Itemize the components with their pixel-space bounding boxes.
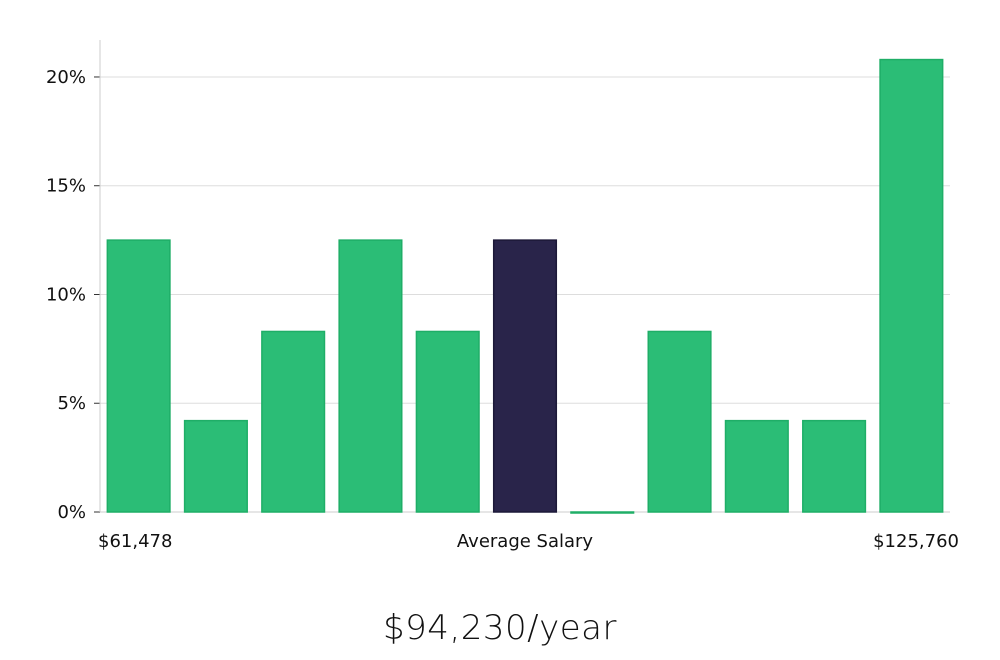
bar <box>415 330 480 513</box>
y-axis-ticks: 0% 5% 10% 15% 20% <box>46 67 100 523</box>
bar <box>724 419 789 513</box>
bar <box>802 419 867 513</box>
y-tick-label: 15% <box>46 176 86 197</box>
y-tick-label: 5% <box>57 393 86 414</box>
y-tick-label: 0% <box>57 502 86 523</box>
bar <box>106 239 171 513</box>
salary-distribution-chart: 0% 5% 10% 15% 20% $61,478 Average Salary $12… <box>46 40 959 552</box>
x-min-label: $61,478 <box>98 531 172 552</box>
bar <box>183 419 248 513</box>
average-salary-value: $94,230/year <box>383 608 617 648</box>
bars <box>106 58 944 514</box>
bar <box>647 330 712 513</box>
bar <box>338 239 403 513</box>
y-tick-label: 20% <box>46 67 86 88</box>
bar-highlighted <box>492 239 558 513</box>
bar <box>879 58 944 513</box>
y-tick-label: 10% <box>46 284 86 305</box>
x-axis-title: Average Salary <box>457 531 594 552</box>
bar <box>570 511 635 514</box>
bar <box>261 330 326 513</box>
x-max-label: $125,760 <box>873 531 959 552</box>
